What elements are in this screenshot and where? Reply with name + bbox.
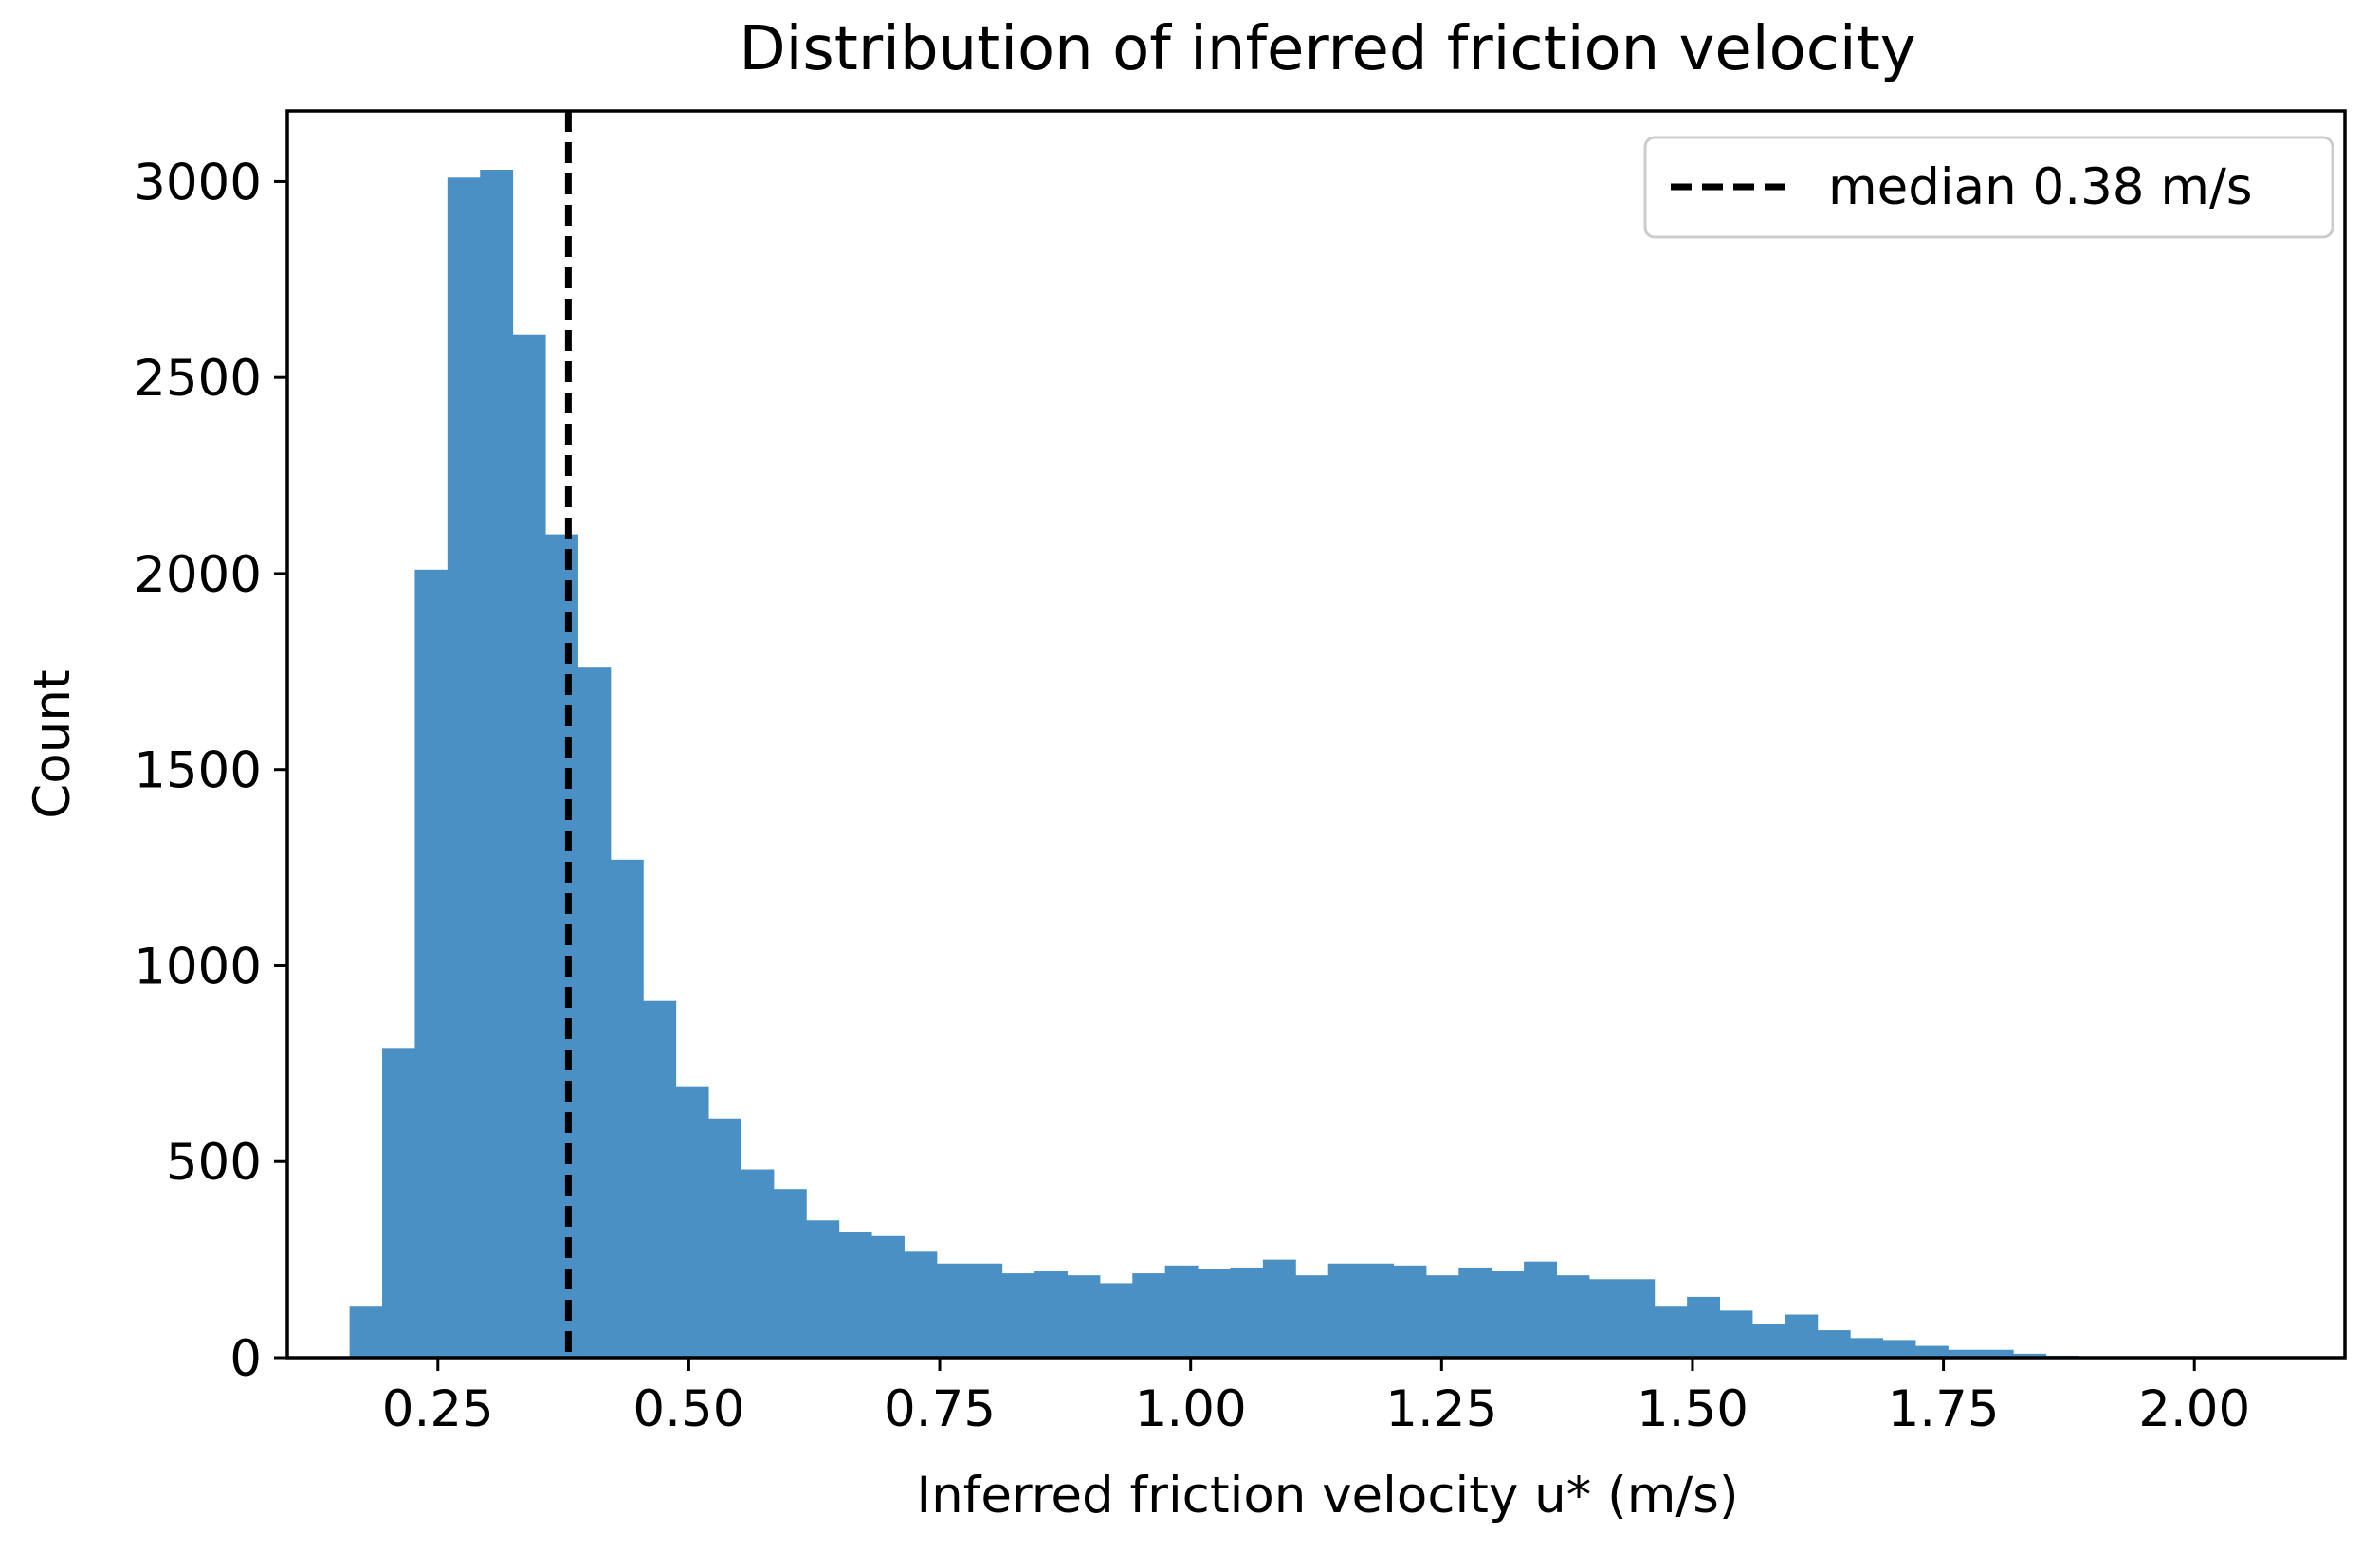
histogram-bar: [1034, 1271, 1068, 1358]
y-tick-label: 2000: [134, 546, 262, 604]
x-tick-label: 1.50: [1637, 1380, 1748, 1438]
x-tick-label: 1.00: [1135, 1380, 1247, 1438]
histogram-bar: [936, 1263, 970, 1358]
x-tick-label: 2.00: [2138, 1380, 2250, 1438]
histogram-bar: [773, 1189, 807, 1358]
histogram-bar: [349, 1306, 383, 1358]
x-tick-label: 0.25: [382, 1380, 494, 1438]
histogram-bar: [1654, 1306, 1688, 1358]
histogram-bar: [1556, 1275, 1590, 1358]
histogram-bar: [1491, 1271, 1525, 1358]
histogram-bar: [447, 177, 481, 1359]
histogram-bar: [1719, 1310, 1753, 1358]
histogram-bar: [1524, 1261, 1558, 1358]
histogram-bar: [1099, 1283, 1133, 1358]
histogram-bar: [1230, 1267, 1264, 1358]
histogram-bar: [838, 1232, 872, 1358]
chart-title: Distribution of inferred friction veloci…: [739, 14, 1915, 84]
x-tick-label: 0.75: [884, 1380, 996, 1438]
y-tick-label: 3000: [134, 154, 262, 211]
histogram-bar: [577, 667, 612, 1358]
plot-area-frame: [285, 109, 2347, 1360]
histogram-bar: [1132, 1273, 1166, 1358]
histogram-bar: [1458, 1267, 1492, 1358]
histogram-bar: [1914, 1345, 1949, 1358]
y-tick-label: 500: [166, 1134, 262, 1192]
y-axis-label: Count: [24, 669, 82, 818]
histogram-bar: [1262, 1259, 1296, 1358]
histogram-bar: [1198, 1269, 1231, 1358]
histogram-bar: [806, 1220, 840, 1358]
histogram-bar: [512, 334, 546, 1359]
histogram-bar: [1164, 1265, 1199, 1358]
histogram-bar: [643, 1000, 677, 1358]
histogram-bar: [1393, 1265, 1427, 1358]
legend: median 0.38 m/s: [1643, 136, 2334, 239]
y-axis-ticks: 0 500 1000 1500 2000 2500 3000: [134, 154, 287, 1388]
histogram-bar: [871, 1235, 905, 1358]
histogram-bar: [1621, 1279, 1656, 1358]
x-axis-label: Inferred friction velocity u* (m/s): [916, 1467, 1738, 1525]
histogram-bar: [382, 1048, 415, 1358]
histogram-bar: [1295, 1275, 1329, 1358]
histogram-bar: [1948, 1349, 1982, 1358]
histogram-bar: [414, 569, 449, 1358]
histogram-bar: [1327, 1263, 1362, 1358]
histogram-bar: [610, 859, 644, 1358]
histogram-bar: [1361, 1263, 1395, 1358]
histogram-bar: [904, 1251, 938, 1358]
histogram-bar: [969, 1263, 1003, 1358]
histogram-bar: [1751, 1324, 1785, 1358]
histogram-bar: [1882, 1340, 1916, 1358]
y-tick-label: 1000: [134, 938, 262, 995]
histogram-bar: [1687, 1296, 1721, 1358]
histogram-bar: [480, 170, 514, 1358]
histogram-bar: [708, 1118, 741, 1358]
x-axis-ticks: 0.25 0.50 0.75 1.00 1.25 1.50 1.75 2.00: [382, 1358, 2250, 1438]
histogram-bar: [1850, 1338, 1884, 1358]
histogram-bar: [1817, 1330, 1851, 1358]
histogram-bar: [2013, 1353, 2047, 1358]
histogram-bars: [349, 170, 2308, 1359]
histogram-bar: [1067, 1275, 1101, 1358]
x-tick-label: 1.25: [1385, 1380, 1497, 1438]
x-tick-label: 0.50: [632, 1380, 744, 1438]
y-tick-label: 0: [229, 1330, 262, 1388]
histogram-bar: [675, 1086, 709, 1358]
y-tick-label: 1500: [134, 742, 262, 800]
histogram-bar: [1588, 1279, 1622, 1358]
histogram-bar: [1001, 1273, 1035, 1358]
legend-box: [1643, 136, 2334, 239]
histogram-bar: [1425, 1275, 1459, 1358]
histogram-bar: [545, 534, 578, 1358]
histogram-bar: [1785, 1314, 1819, 1358]
histogram-bar: [1980, 1349, 2014, 1358]
x-tick-label: 1.75: [1888, 1380, 2000, 1438]
y-tick-label: 2500: [134, 350, 262, 408]
histogram-bar: [741, 1169, 775, 1358]
legend-median-label: median 0.38 m/s: [1828, 158, 2252, 216]
